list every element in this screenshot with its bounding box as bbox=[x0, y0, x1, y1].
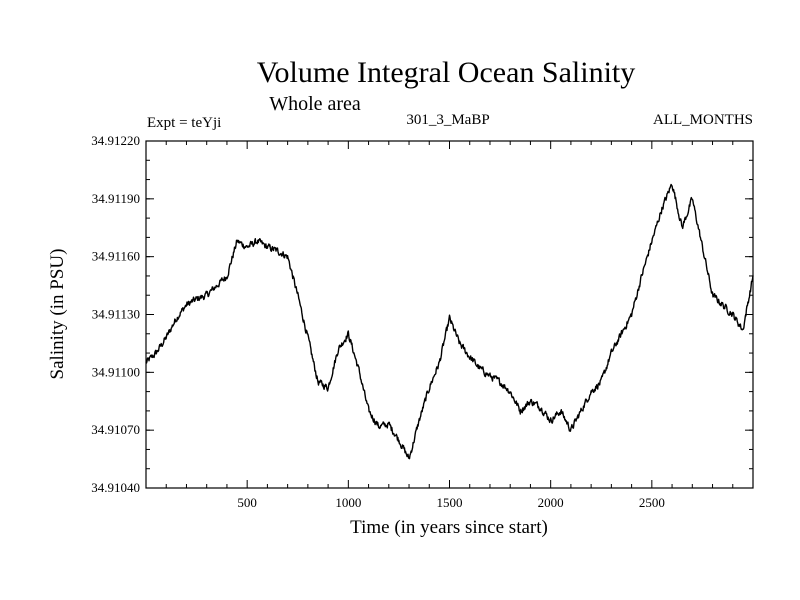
y-tick-label: 34.91100 bbox=[92, 364, 140, 379]
y-axis-label: Salinity (in PSU) bbox=[47, 249, 68, 380]
x-tick-label: 2000 bbox=[538, 495, 564, 510]
y-tick-label: 34.91190 bbox=[92, 191, 140, 206]
x-axis: 500 1000 1500 2000 2500 bbox=[165, 141, 734, 510]
y-tick-label: 34.91070 bbox=[91, 422, 140, 437]
y-tick-label: 34.91040 bbox=[91, 480, 140, 495]
plot-frame bbox=[145, 140, 754, 489]
series-line-salinity bbox=[145, 183, 754, 460]
chart-subtitle: Whole area bbox=[269, 93, 361, 115]
y-tick-label: 34.91220 bbox=[91, 133, 140, 148]
chart-title: Volume Integral Ocean Salinity bbox=[257, 56, 636, 89]
x-tick-label: 2500 bbox=[639, 495, 665, 510]
y-tick-label: 34.91130 bbox=[92, 307, 140, 322]
annotation-period: 301_3_MaBP bbox=[406, 112, 489, 128]
annotation-expt: Expt = teYji bbox=[147, 115, 221, 131]
x-tick-label: 500 bbox=[237, 495, 257, 510]
x-axis-label: Time (in years since start) bbox=[350, 517, 548, 538]
x-tick-label: 1000 bbox=[335, 495, 361, 510]
x-tick-label: 1500 bbox=[437, 495, 463, 510]
y-tick-label: 34.91160 bbox=[92, 249, 140, 264]
y-axis: 34.91040 34.91070 34.91100 34.91130 34.91160… bbox=[91, 133, 753, 495]
annotation-months: ALL_MONTHS bbox=[653, 112, 753, 128]
